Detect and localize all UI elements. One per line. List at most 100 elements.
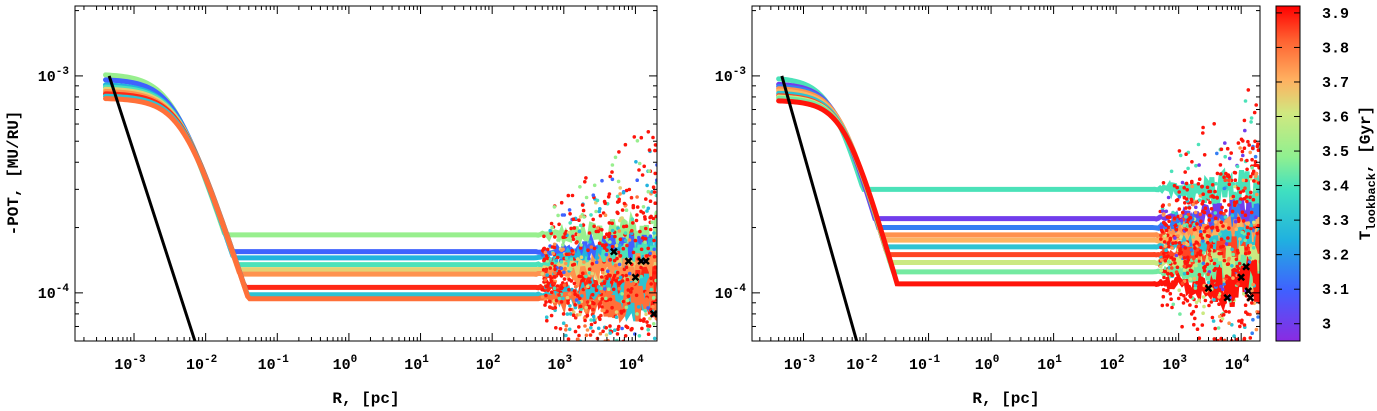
scatter-point: [576, 337, 580, 341]
scatter-point: [612, 273, 617, 278]
colorbar-tick-label: 3.8: [1322, 40, 1349, 57]
scatter-point: [594, 260, 599, 265]
scatter-point: [1197, 198, 1202, 202]
scatter-point: [603, 213, 608, 217]
scatter-point: [1159, 233, 1163, 238]
colorbar-tick-label: 3.5: [1322, 144, 1349, 161]
scatter-point: [568, 221, 572, 225]
scatter-point: [1201, 311, 1205, 316]
scatter-point: [1186, 255, 1190, 260]
scatter-point: [595, 226, 600, 230]
scatter-point: [624, 375, 628, 379]
scatter-point: [1233, 178, 1238, 182]
scatter-point: [639, 274, 644, 279]
scatter-point: [610, 228, 615, 233]
scatter-point: [562, 283, 567, 288]
scatter-point: [1184, 228, 1188, 232]
scatter-point: [1210, 219, 1214, 223]
scatter-point: [1194, 200, 1198, 205]
scatter-point: [548, 257, 553, 262]
scatter-point: [1198, 212, 1203, 217]
scatter-point: [1243, 128, 1247, 133]
scatter-point: [1221, 296, 1225, 300]
scatter-point: [591, 193, 596, 197]
scatter-point: [645, 183, 649, 188]
scatter-point: [1165, 276, 1170, 281]
scatter-point: [608, 297, 613, 302]
scatter-point: [1185, 271, 1190, 276]
scatter-point: [625, 298, 630, 303]
colorbar-ticks: 3 3.1 3.2 3.3 3.4 3.5 3.6 3.7 3.8 3.9: [1276, 6, 1349, 334]
colorbar-title-symbol: T: [1357, 230, 1375, 240]
scatter-point: [1191, 202, 1195, 207]
scatter-point: [1167, 203, 1172, 207]
scatter-point: [1173, 261, 1177, 265]
scatter-point: [1239, 137, 1244, 142]
scatter-point: [578, 296, 582, 301]
scatter-point: [1237, 261, 1242, 266]
scatter-point: [566, 337, 571, 341]
y-tick-label-exponent: -3: [56, 66, 70, 78]
scatter-point: [568, 304, 572, 308]
scatter-point: [1249, 190, 1253, 195]
colorbar-tick-label: 3.3: [1322, 213, 1349, 230]
scatter-point: [1190, 190, 1194, 194]
scatter-point: [546, 288, 550, 293]
scatter-point: [1221, 244, 1225, 249]
scatter-point: [617, 229, 622, 233]
scatter-point: [1245, 209, 1249, 213]
scatter-point: [584, 305, 588, 310]
scatter-point: [653, 394, 657, 398]
scatter-point: [1193, 286, 1198, 290]
scatter-point: [646, 327, 650, 332]
scatter-point: [1178, 153, 1183, 158]
scatter-point: [624, 273, 628, 278]
scatter-point: [563, 266, 567, 271]
scatter-point: [619, 311, 624, 315]
scatter-point: [610, 305, 614, 310]
scatter-point: [585, 300, 590, 304]
scatter-point: [1240, 210, 1245, 214]
scatter-point: [653, 265, 657, 269]
scatter-point: [1198, 229, 1203, 234]
scatter-point: [1240, 378, 1244, 382]
scatter-point: [1216, 326, 1221, 330]
scatter-point: [600, 271, 605, 275]
scatter-point: [605, 248, 609, 252]
scatter-point: [617, 286, 622, 291]
x-tick-label-base: 10: [1037, 357, 1055, 374]
scatter-point: [584, 274, 588, 279]
scatter-point: [1215, 225, 1219, 230]
scatter-point: [1205, 262, 1210, 267]
scatter-point: [1196, 225, 1200, 230]
x-tick-label-exponent: 2: [1118, 354, 1125, 366]
scatter-point: [648, 227, 653, 232]
scatter-point: [1231, 297, 1235, 302]
scatter-point: [1224, 242, 1229, 246]
scatter-point: [1227, 310, 1231, 314]
scatter-point: [570, 193, 575, 198]
scatter-point: [1223, 345, 1227, 349]
scatter-point: [1201, 239, 1205, 243]
scatter-point: [587, 256, 591, 261]
x-tick-label-base: 10: [784, 357, 802, 374]
center-marker: [1246, 293, 1255, 302]
scatter-point: [617, 262, 622, 267]
scatter-point: [1201, 131, 1205, 135]
x-tick-label-exponent: 0: [993, 354, 1000, 366]
scatter-point: [1198, 288, 1202, 292]
scatter-point: [1237, 319, 1241, 323]
scatter-point: [630, 231, 634, 236]
scatter-point: [630, 217, 635, 221]
center-marker: [609, 247, 618, 256]
scatter-point: [654, 214, 657, 219]
scatter-point: [1240, 149, 1245, 154]
x-tick-label: 100: [975, 354, 1000, 374]
scatter-point: [549, 221, 554, 226]
x-tick-label-base: 10: [1100, 357, 1118, 374]
scatter-point: [618, 218, 622, 223]
scatter-point: [618, 280, 623, 285]
x-tick-label-base: 10: [258, 357, 276, 374]
scatter-point: [609, 350, 613, 354]
scatter-point: [624, 208, 629, 212]
